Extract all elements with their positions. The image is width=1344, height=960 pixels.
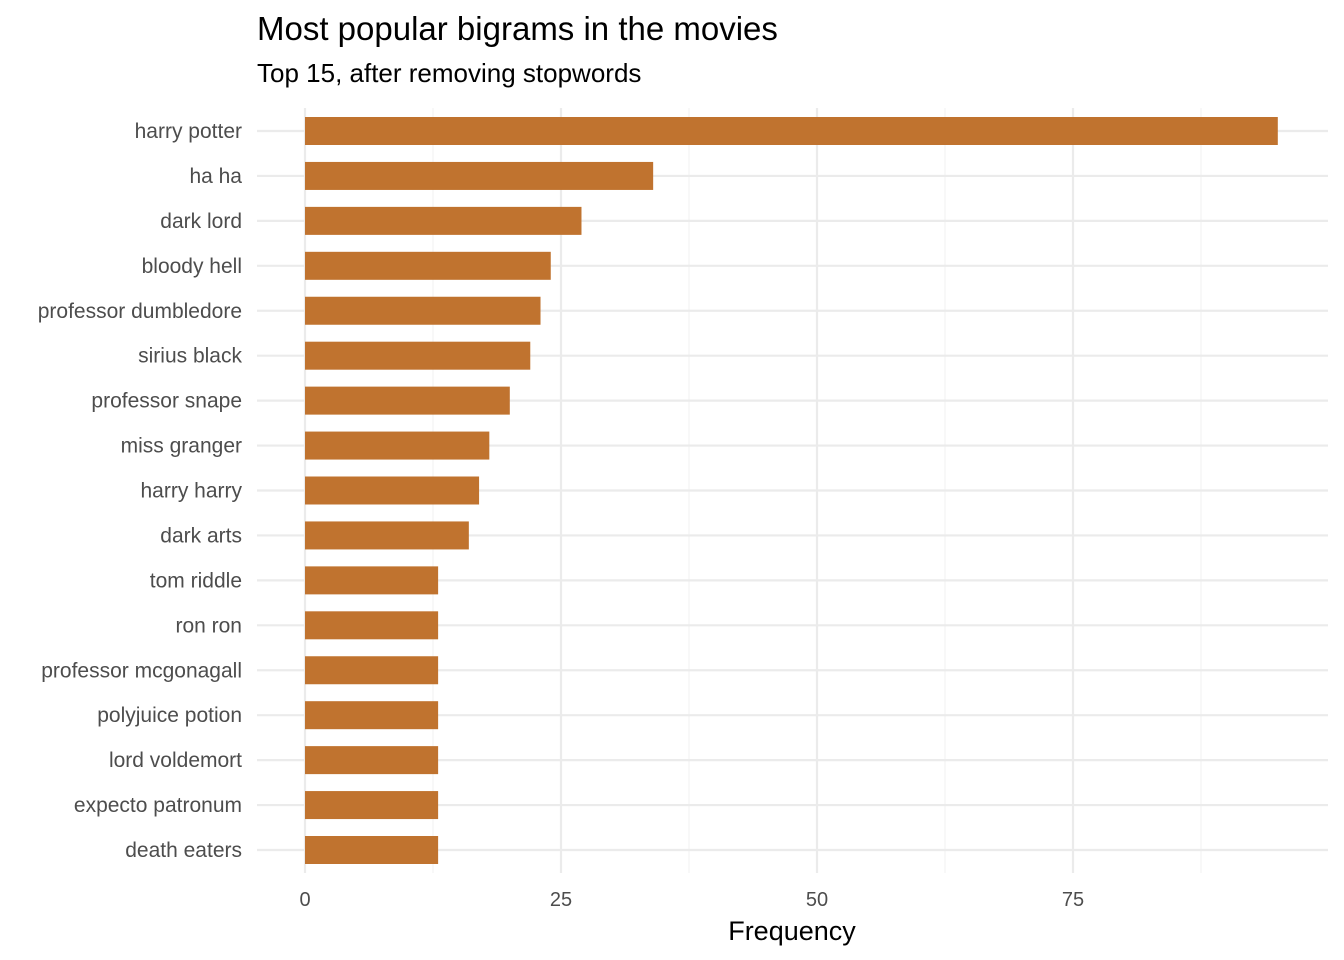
category-label: dark lord xyxy=(160,210,242,233)
x-tick-label: 25 xyxy=(550,889,572,911)
category-label: sirius black xyxy=(138,345,242,368)
x-tick-labels: 0 25 50 75 xyxy=(299,889,1084,911)
category-label: professor mcgonagall xyxy=(41,659,242,682)
category-label: lord voldemort xyxy=(109,749,242,772)
x-axis-title: Frequency xyxy=(728,916,856,946)
bar xyxy=(305,566,439,595)
bar xyxy=(305,117,1278,145)
x-tick-label: 50 xyxy=(806,889,828,911)
bar xyxy=(305,701,439,730)
category-label: death eaters xyxy=(125,839,242,862)
bar xyxy=(305,476,480,505)
category-label: professor snape xyxy=(91,390,242,413)
category-label: harry harry xyxy=(140,480,242,503)
bar xyxy=(305,161,654,190)
bar xyxy=(305,656,439,685)
category-label: expecto patronum xyxy=(74,794,242,817)
bar xyxy=(305,746,439,775)
category-label: harry potter xyxy=(135,120,242,143)
x-tick-label: 75 xyxy=(1062,889,1084,911)
bar xyxy=(305,386,510,415)
bar xyxy=(305,836,439,864)
chart-subtitle: Top 15, after removing stopwords xyxy=(257,58,641,88)
category-label: ron ron xyxy=(175,614,242,637)
bar xyxy=(305,611,439,640)
bar xyxy=(305,251,551,280)
bars xyxy=(305,117,1278,864)
bar xyxy=(305,296,541,325)
category-labels: harry potter ha ha dark lord bloody hell pro… xyxy=(38,120,243,862)
category-label: miss granger xyxy=(121,435,242,458)
bar xyxy=(305,791,439,820)
category-label: dark arts xyxy=(160,524,242,547)
category-label: polyjuice potion xyxy=(97,704,242,727)
category-label: tom riddle xyxy=(150,569,242,592)
bar xyxy=(305,521,469,550)
bar xyxy=(305,431,490,460)
category-label: ha ha xyxy=(189,165,242,188)
category-label: professor dumbledore xyxy=(38,300,242,323)
x-tick-label: 0 xyxy=(299,889,310,911)
chart-title: Most popular bigrams in the movies xyxy=(257,10,778,47)
bar xyxy=(305,341,531,370)
bar xyxy=(305,206,582,235)
category-label: bloody hell xyxy=(142,255,242,278)
